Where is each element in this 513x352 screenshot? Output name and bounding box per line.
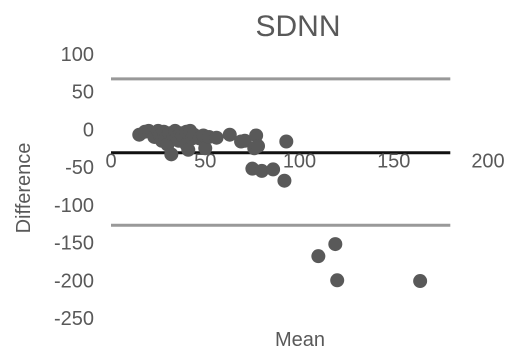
data-point	[164, 147, 179, 162]
data-point	[251, 139, 266, 154]
x-tick-label: 200	[471, 150, 504, 172]
y-tick-label: -100	[54, 195, 94, 217]
y-tick-label: -200	[54, 270, 94, 292]
x-tick-label: 150	[377, 150, 410, 172]
y-tick-labels: 100 50 0 -50 -100 -150 -200 -250	[54, 44, 94, 330]
y-tick-label: -150	[54, 233, 94, 255]
data-point	[198, 141, 213, 156]
data-point	[311, 249, 326, 264]
x-axis-title: Mean	[275, 329, 325, 351]
y-tick-label: 100	[61, 44, 94, 66]
data-point	[277, 173, 292, 188]
x-tick-labels: 0 50 100 150 200	[105, 150, 504, 172]
chart-title: SDNN	[255, 10, 340, 43]
y-tick-label: -50	[65, 157, 94, 179]
y-tick-label: -250	[54, 308, 94, 330]
data-point	[330, 273, 345, 288]
data-point	[181, 142, 196, 157]
y-axis-title: Difference	[13, 143, 35, 234]
x-tick-label: 100	[283, 150, 316, 172]
data-point	[254, 163, 269, 178]
data-point	[249, 128, 264, 143]
y-tick-label: 0	[83, 119, 94, 141]
data-point	[266, 162, 281, 177]
data-point	[328, 237, 343, 252]
x-tick-label: 50	[194, 150, 216, 172]
data-point	[237, 133, 252, 148]
data-point	[222, 127, 237, 142]
data-point	[413, 274, 428, 289]
y-tick-label: 50	[72, 82, 94, 104]
data-points	[132, 123, 428, 289]
data-point	[279, 134, 294, 149]
data-point	[209, 130, 224, 145]
x-tick-label: 0	[105, 150, 116, 172]
